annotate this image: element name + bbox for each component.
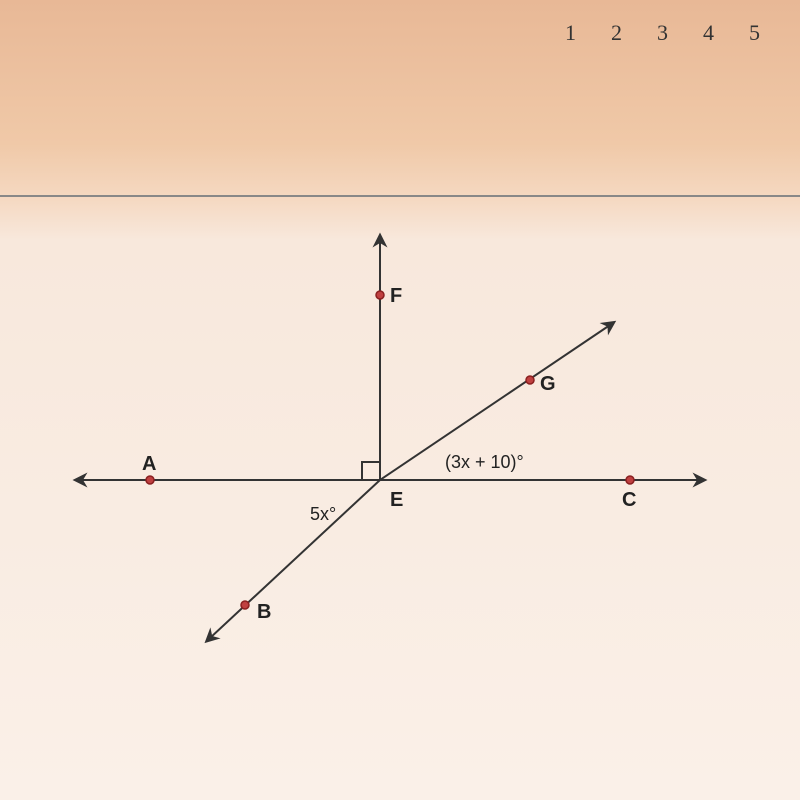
label-c: C xyxy=(622,489,636,511)
geometry-diagram: A C F G B E (3x + 10)° 5x° xyxy=(60,230,740,750)
point-g xyxy=(526,376,534,384)
label-b: B xyxy=(257,601,271,623)
page-num: 2 xyxy=(611,20,622,46)
label-a: A xyxy=(142,453,156,475)
horizontal-rule xyxy=(0,195,800,197)
page-num: 1 xyxy=(565,20,576,46)
page-num: 4 xyxy=(703,20,714,46)
page-num: 3 xyxy=(657,20,668,46)
point-c xyxy=(626,476,634,484)
right-angle-mark xyxy=(362,462,380,480)
page-numbers: 1 2 3 4 5 xyxy=(565,20,760,46)
label-e: E xyxy=(390,489,403,511)
label-g: G xyxy=(540,373,556,395)
point-a xyxy=(146,476,154,484)
diagram-svg: A C F G B E (3x + 10)° 5x° xyxy=(60,230,740,750)
point-b xyxy=(241,601,249,609)
point-f xyxy=(376,291,384,299)
angle-aeb-label: 5x° xyxy=(310,504,336,524)
label-f: F xyxy=(390,285,402,307)
ray-eb xyxy=(210,480,380,638)
page-num: 5 xyxy=(749,20,760,46)
angle-gec-label: (3x + 10)° xyxy=(445,452,524,472)
